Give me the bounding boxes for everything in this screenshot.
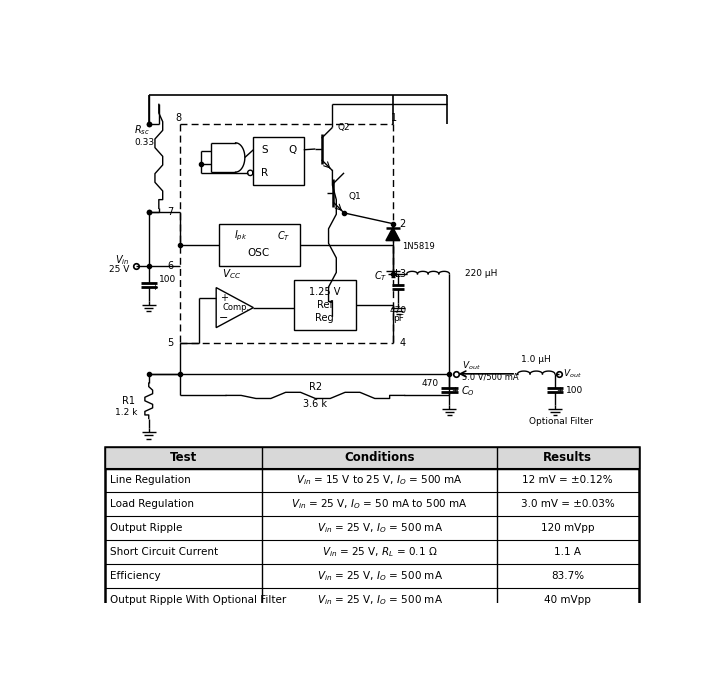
Text: Output Ripple: Output Ripple <box>110 523 183 533</box>
Text: 5: 5 <box>167 338 173 348</box>
Polygon shape <box>216 288 253 328</box>
Text: −: − <box>219 313 228 323</box>
Text: $V_{out}$: $V_{out}$ <box>462 360 481 372</box>
Text: 100: 100 <box>159 276 176 284</box>
Text: Line Regulation: Line Regulation <box>110 475 191 485</box>
Text: Q1: Q1 <box>349 192 362 201</box>
Text: 470: 470 <box>390 306 407 315</box>
Text: $V_{in}$ = 25 V, $R_L$ = 0.1 Ω: $V_{in}$ = 25 V, $R_L$ = 0.1 Ω <box>322 545 437 559</box>
Text: $C_O$: $C_O$ <box>461 384 475 397</box>
Text: 12 mV = ±0.12%: 12 mV = ±0.12% <box>523 475 613 485</box>
Text: Test: Test <box>170 452 197 464</box>
Text: 1.0 μH: 1.0 μH <box>521 355 551 364</box>
Text: 1.25 V: 1.25 V <box>309 287 340 297</box>
Text: Optional Filter: Optional Filter <box>529 417 593 426</box>
Text: R2: R2 <box>309 382 322 392</box>
Text: 2: 2 <box>399 219 405 229</box>
Bar <box>294 280 356 330</box>
Text: 8: 8 <box>175 113 181 123</box>
Text: L: L <box>395 269 401 279</box>
Text: 120 mVpp: 120 mVpp <box>541 523 594 533</box>
Text: Reg: Reg <box>315 313 334 324</box>
Text: 3.0 mV = ±0.03%: 3.0 mV = ±0.03% <box>521 500 615 509</box>
Text: S: S <box>261 145 268 155</box>
Text: +: + <box>451 386 458 395</box>
Text: 1N5819: 1N5819 <box>402 242 435 251</box>
Text: 5.0 V/500 mA: 5.0 V/500 mA <box>462 372 518 381</box>
Bar <box>104 447 639 612</box>
Text: $V_{CC}$: $V_{CC}$ <box>223 267 241 281</box>
Text: Short Circuit Current: Short Circuit Current <box>110 547 218 557</box>
Text: $V_{out}$: $V_{out}$ <box>563 368 581 380</box>
Text: $I_{pk}$: $I_{pk}$ <box>233 229 247 243</box>
Text: +: + <box>556 386 563 395</box>
Text: 83.7%: 83.7% <box>551 571 584 581</box>
Text: Output Ripple With Optional Filter: Output Ripple With Optional Filter <box>110 595 286 605</box>
Text: 4: 4 <box>399 338 405 348</box>
Text: 100: 100 <box>566 387 583 395</box>
Text: $V_{in}$ = 25 V, $I_O$ = 500 mA: $V_{in}$ = 25 V, $I_O$ = 500 mA <box>317 593 443 607</box>
Text: $C_T$: $C_T$ <box>374 269 387 283</box>
Text: $R_{sc}$: $R_{sc}$ <box>134 123 150 137</box>
Text: $V_{in}$: $V_{in}$ <box>115 253 129 267</box>
Text: 0.33: 0.33 <box>135 138 155 148</box>
Text: Q: Q <box>288 145 297 155</box>
Text: +: + <box>151 283 158 292</box>
Text: pF: pF <box>393 314 404 323</box>
Bar <box>253 137 304 185</box>
Text: Load Regulation: Load Regulation <box>110 500 194 509</box>
Text: R: R <box>261 168 268 178</box>
Text: Conditions: Conditions <box>344 452 415 464</box>
Text: R1: R1 <box>122 396 135 406</box>
Text: 1.1 A: 1.1 A <box>555 547 581 557</box>
Text: 7: 7 <box>167 207 173 217</box>
Text: 3: 3 <box>399 269 405 279</box>
Text: Efficiency: Efficiency <box>110 571 161 581</box>
Text: 40 mVpp: 40 mVpp <box>544 595 591 605</box>
Text: 25 V: 25 V <box>109 265 129 274</box>
Text: Comp.: Comp. <box>223 303 250 312</box>
Text: 3.6 k: 3.6 k <box>303 399 328 409</box>
Text: $C_T$: $C_T$ <box>277 229 290 243</box>
Text: Ref: Ref <box>317 301 333 310</box>
Text: 220 μH: 220 μH <box>465 269 497 278</box>
Text: Results: Results <box>543 452 592 464</box>
Polygon shape <box>386 227 400 240</box>
Text: 6: 6 <box>167 261 173 271</box>
Bar <box>218 223 300 266</box>
Text: $V_{in}$ = 25 V, $I_O$ = 50 mA to 500 mA: $V_{in}$ = 25 V, $I_O$ = 50 mA to 500 mA <box>291 498 468 511</box>
Text: 1: 1 <box>392 113 397 123</box>
Text: $V_{in}$ = 25 V, $I_O$ = 500 mA: $V_{in}$ = 25 V, $I_O$ = 500 mA <box>317 569 443 583</box>
Text: 1.2 k: 1.2 k <box>115 408 137 417</box>
Text: $V_{in}$ = 25 V, $I_O$ = 500 mA: $V_{in}$ = 25 V, $I_O$ = 500 mA <box>317 521 443 535</box>
Text: $V_{in}$ = 15 V to 25 V, $I_O$ = 500 mA: $V_{in}$ = 15 V to 25 V, $I_O$ = 500 mA <box>297 474 463 487</box>
Text: 470: 470 <box>421 378 439 387</box>
Text: +: + <box>220 292 228 303</box>
Bar <box>104 447 639 468</box>
Text: Q2: Q2 <box>337 123 349 132</box>
Text: OSC: OSC <box>248 248 270 258</box>
